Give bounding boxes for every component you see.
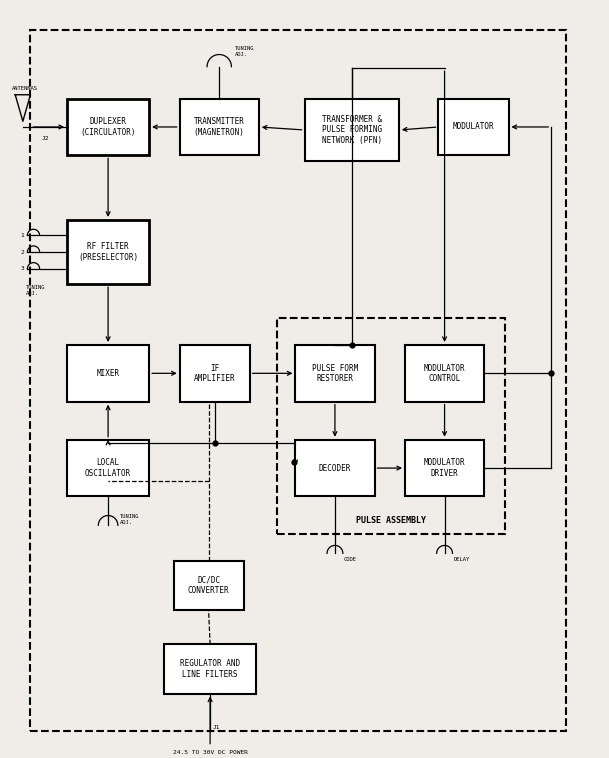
Bar [304, 99, 399, 161]
Text: J2: J2 [42, 136, 49, 141]
Text: PULSE FORM
RESTORER: PULSE FORM RESTORER [312, 364, 358, 383]
Text: RF FILTER
(PRESELECTOR): RF FILTER (PRESELECTOR) [78, 243, 138, 262]
Text: MODULATOR
DRIVER: MODULATOR DRIVER [424, 459, 465, 478]
Text: 24.5 TO 30V DC POWER: 24.5 TO 30V DC POWER [172, 750, 248, 756]
Bar [295, 440, 375, 496]
Bar [180, 99, 259, 155]
Bar [30, 30, 566, 731]
Text: CODE: CODE [344, 557, 357, 562]
Text: PULSE ASSEMBLY: PULSE ASSEMBLY [356, 516, 426, 525]
Text: TRANSFORMER &
PULSE FORMING
NETWORK (PFN): TRANSFORMER & PULSE FORMING NETWORK (PFN… [322, 115, 382, 145]
Bar [67, 345, 149, 402]
Bar [438, 99, 509, 155]
Text: 2: 2 [21, 249, 24, 255]
Bar [174, 561, 244, 610]
Bar [277, 318, 505, 534]
Text: DUPLEXER
(CIRCULATOR): DUPLEXER (CIRCULATOR) [80, 117, 136, 136]
Bar [405, 440, 484, 496]
Text: J1: J1 [213, 725, 220, 730]
Text: REGULATOR AND
LINE FILTERS: REGULATOR AND LINE FILTERS [180, 659, 240, 678]
Text: TUNING
ADJ.: TUNING ADJ. [234, 46, 254, 57]
Text: DECODER: DECODER [319, 464, 351, 472]
Text: MODULATOR
CONTROL: MODULATOR CONTROL [424, 364, 465, 383]
Bar [180, 345, 250, 402]
Bar [405, 345, 484, 402]
Bar [67, 440, 149, 496]
Bar [164, 644, 256, 694]
Bar [67, 220, 149, 284]
Text: DC/DC
CONVERTER: DC/DC CONVERTER [188, 576, 230, 595]
Text: 3: 3 [21, 266, 24, 271]
Text: LOCAL
OSCILLATOR: LOCAL OSCILLATOR [85, 459, 131, 478]
Bar [295, 345, 375, 402]
Text: DELAY: DELAY [454, 557, 470, 562]
Bar [67, 99, 149, 155]
Text: IF
AMPLIFIER: IF AMPLIFIER [194, 364, 236, 383]
Text: ANTENNAS: ANTENNAS [12, 86, 38, 91]
Text: 1: 1 [21, 233, 24, 238]
Text: TUNING
ADJ.: TUNING ADJ. [120, 514, 140, 525]
Text: TUNING
ADJ.: TUNING ADJ. [26, 286, 45, 296]
Text: TRANSMITTER
(MAGNETRON): TRANSMITTER (MAGNETRON) [194, 117, 245, 136]
Text: MIXER: MIXER [97, 369, 119, 377]
Text: MODULATOR: MODULATOR [452, 123, 495, 131]
